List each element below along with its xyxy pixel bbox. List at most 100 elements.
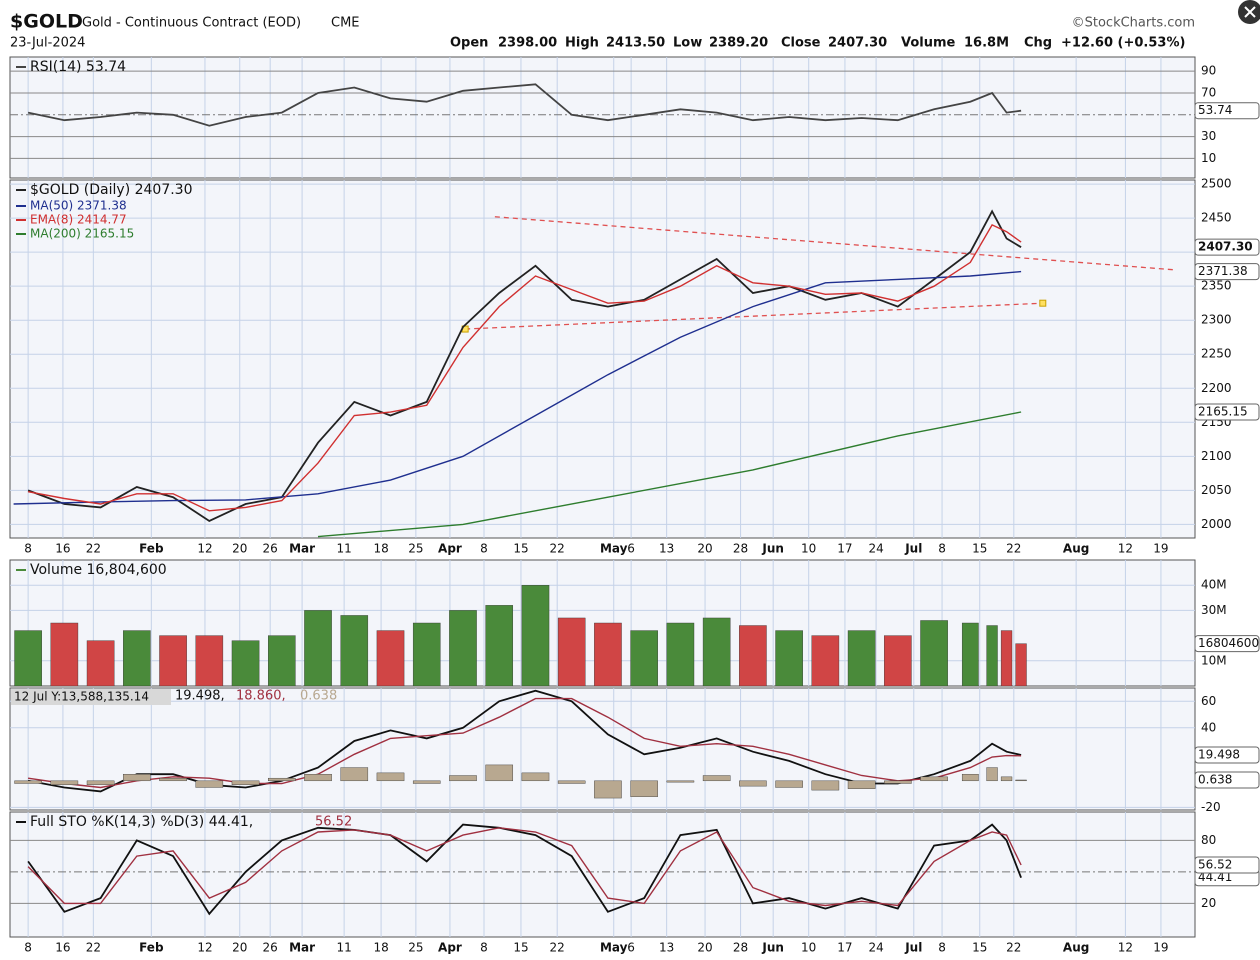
x-tick-label: Jun xyxy=(761,941,784,955)
histogram-bar xyxy=(376,772,405,782)
x-tick-label: 25 xyxy=(408,542,423,556)
histogram-bar xyxy=(884,780,912,784)
histogram-bar xyxy=(412,780,441,784)
volume-bar xyxy=(376,630,405,686)
histogram-bar xyxy=(304,773,332,782)
stat-value: +12.60 (+0.53%) xyxy=(1061,36,1185,51)
histogram-bar xyxy=(630,780,658,797)
y-tick-label: 2250 xyxy=(1201,347,1232,361)
value-box-label: 53.74 xyxy=(1198,103,1232,117)
volume-bar xyxy=(666,622,695,686)
histogram-bar xyxy=(1000,776,1013,782)
x-tick-label: 15 xyxy=(513,941,528,955)
series-line xyxy=(317,411,1022,538)
x-tick-label: 24 xyxy=(868,941,883,955)
stat-label: Volume xyxy=(901,36,956,51)
x-tick-label: 8 xyxy=(24,542,32,556)
volume-bar xyxy=(775,630,803,686)
volume-bar xyxy=(1015,643,1027,686)
y-tick-label: 10 xyxy=(1201,151,1216,165)
x-tick-label: 17 xyxy=(837,542,852,556)
histogram-bar xyxy=(485,764,514,782)
volume-bar xyxy=(702,617,731,686)
exchange: CME xyxy=(331,16,360,31)
legend-entry: 18.860, xyxy=(236,689,286,704)
x-tick-label: Feb xyxy=(139,941,164,955)
series-line xyxy=(13,270,1022,505)
instrument-name: Gold - Continuous Contract (EOD) xyxy=(82,16,301,31)
stat-label: High xyxy=(565,36,599,51)
histogram-bar xyxy=(811,780,840,791)
stat-label: Open xyxy=(450,36,488,51)
x-tick-label: 17 xyxy=(837,941,852,955)
histogram-bar xyxy=(847,780,876,789)
histogram-bar xyxy=(449,775,477,782)
stat-label: Low xyxy=(673,36,702,51)
x-tick-label: 22 xyxy=(550,941,565,955)
x-tick-label: Feb xyxy=(139,542,164,556)
y-tick-label: 2500 xyxy=(1201,177,1232,191)
volume-bar xyxy=(412,622,441,686)
histogram-bar xyxy=(340,767,369,782)
y-tick-label: 70 xyxy=(1201,85,1216,99)
x-tick-label: 26 xyxy=(263,542,278,556)
x-tick-label: 12 xyxy=(197,542,212,556)
close-glyph xyxy=(1244,6,1256,18)
x-tick-label: 13 xyxy=(659,941,674,955)
x-tick-label: 25 xyxy=(408,941,423,955)
x-tick-label: Apr xyxy=(438,542,462,556)
histogram-bar xyxy=(666,780,695,783)
value-box-label: 56.52 xyxy=(1198,858,1232,872)
stat-value: 16.8M xyxy=(964,36,1009,51)
x-tick-label: 15 xyxy=(513,542,528,556)
legend-entry: 56.52 xyxy=(315,815,352,830)
close-button[interactable] xyxy=(1238,0,1260,24)
stats: Open 2398.00 High 2413.50 Low 2389.20 Cl… xyxy=(450,36,1185,51)
value-box xyxy=(1194,771,1260,789)
x-tick-label: 8 xyxy=(938,941,946,955)
value-box xyxy=(1194,102,1260,120)
x-tick-label: 20 xyxy=(232,941,247,955)
value-box-label: 44.41 xyxy=(1198,870,1232,884)
volume-bar xyxy=(884,635,912,686)
legend-entry: Full STO %K(14,3) %D(3) 44.41, xyxy=(30,814,253,830)
marks xyxy=(27,823,1022,916)
x-tick-label: 26 xyxy=(263,941,278,955)
x-tick-label: 6 xyxy=(627,941,635,955)
volume-bar xyxy=(961,622,979,686)
volume-bar xyxy=(557,617,586,686)
x-tick-label: 11 xyxy=(336,941,351,955)
y-tick-label: 2000 xyxy=(1201,517,1232,531)
cursor-box xyxy=(11,689,171,705)
volume-bar xyxy=(267,635,296,686)
volume-bar xyxy=(630,630,658,686)
volume-bar xyxy=(231,640,260,686)
x-tick-label: 10 xyxy=(801,941,816,955)
x-tick-label: 6 xyxy=(627,542,635,556)
x-tick-label: Aug xyxy=(1063,941,1089,955)
x-tick-label: 22 xyxy=(1006,941,1021,955)
histogram-bar xyxy=(14,780,42,784)
x-tick-label: 24 xyxy=(868,542,883,556)
histogram-bar xyxy=(267,777,296,782)
value-box-label: 0.638 xyxy=(1198,772,1232,786)
value-box xyxy=(1194,746,1260,764)
value-box xyxy=(1194,635,1260,653)
x-tick-label: May xyxy=(600,542,628,556)
x-tick-label: 12 xyxy=(197,941,212,955)
x-tick-label: Aug xyxy=(1063,542,1089,556)
x-tick-label: Apr xyxy=(438,941,462,955)
cursor-label: 12 Jul Y:13,588,135.14 xyxy=(14,690,149,704)
volume-bar xyxy=(50,622,79,686)
x-tick-label: 22 xyxy=(86,542,101,556)
trendline xyxy=(494,216,1175,271)
marks xyxy=(14,689,1027,799)
y-tick-label: 20 xyxy=(1201,896,1216,910)
x-tick-label: 10 xyxy=(801,542,816,556)
source: ©StockCharts.com xyxy=(1072,16,1195,31)
x-tick-label: 15 xyxy=(972,542,987,556)
volume-bar xyxy=(123,630,151,686)
date: 23-Jul-2024 xyxy=(10,36,85,51)
histogram-bar xyxy=(739,780,767,787)
